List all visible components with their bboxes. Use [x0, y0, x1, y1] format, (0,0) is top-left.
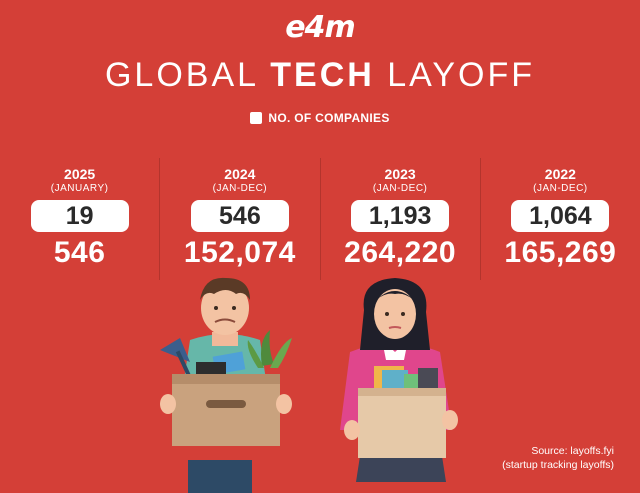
year-column-2025: 2025 (JANUARY) 19 546	[0, 158, 159, 280]
year-range: (JAN-DEC)	[533, 183, 588, 194]
legend: NO. OF COMPANIES	[0, 111, 640, 125]
source-subline: (startup tracking layoffs)	[502, 459, 614, 471]
year-label: 2024	[224, 166, 256, 182]
companies-count: 546	[190, 200, 289, 232]
year-column-2024: 2024 (JAN-DEC) 546 152,074	[159, 158, 319, 280]
man-holding-box	[160, 277, 292, 493]
source-note: Source: layoffs.fyi (startup tracking la…	[502, 444, 614, 472]
layoffs-count: 264,220	[344, 236, 457, 269]
companies-count: 19	[30, 200, 129, 232]
year-column-2023: 2023 (JAN-DEC) 1,193 264,220	[319, 158, 480, 280]
title-suffix: LAYOFF	[387, 56, 535, 94]
year-column-2022: 2022 (JAN-DEC) 1,064 165,269	[479, 158, 640, 280]
title-prefix: GLOBAL	[104, 56, 258, 94]
year-range: (JAN-DEC)	[372, 183, 428, 194]
legend-label: NO. OF COMPANIES	[268, 111, 390, 125]
layoffs-count: 152,074	[183, 236, 296, 269]
year-range: (JAN-DEC)	[212, 183, 268, 194]
year-label: 2025	[64, 166, 96, 182]
year-stats: 2025 (JANUARY) 19 546 2024 (JAN-DEC) 546…	[0, 158, 640, 280]
title-bold: TECH	[270, 56, 375, 94]
year-label: 2023	[384, 166, 416, 182]
companies-count: 1,193	[351, 200, 450, 232]
layoffs-count: 546	[53, 236, 106, 269]
source-line: Source: layoffs.fyi	[531, 445, 614, 457]
companies-count: 1,064	[511, 200, 610, 232]
year-range: (JANUARY)	[50, 183, 109, 194]
layoffs-count: 165,269	[504, 236, 617, 269]
legend-swatch	[250, 112, 263, 124]
brand-logo: e4m	[285, 10, 355, 45]
layoff-illustration	[160, 277, 458, 493]
page-title: GLOBAL TECH LAYOFF	[0, 56, 640, 95]
woman-holding-box	[340, 278, 458, 482]
year-label: 2022	[544, 166, 576, 182]
